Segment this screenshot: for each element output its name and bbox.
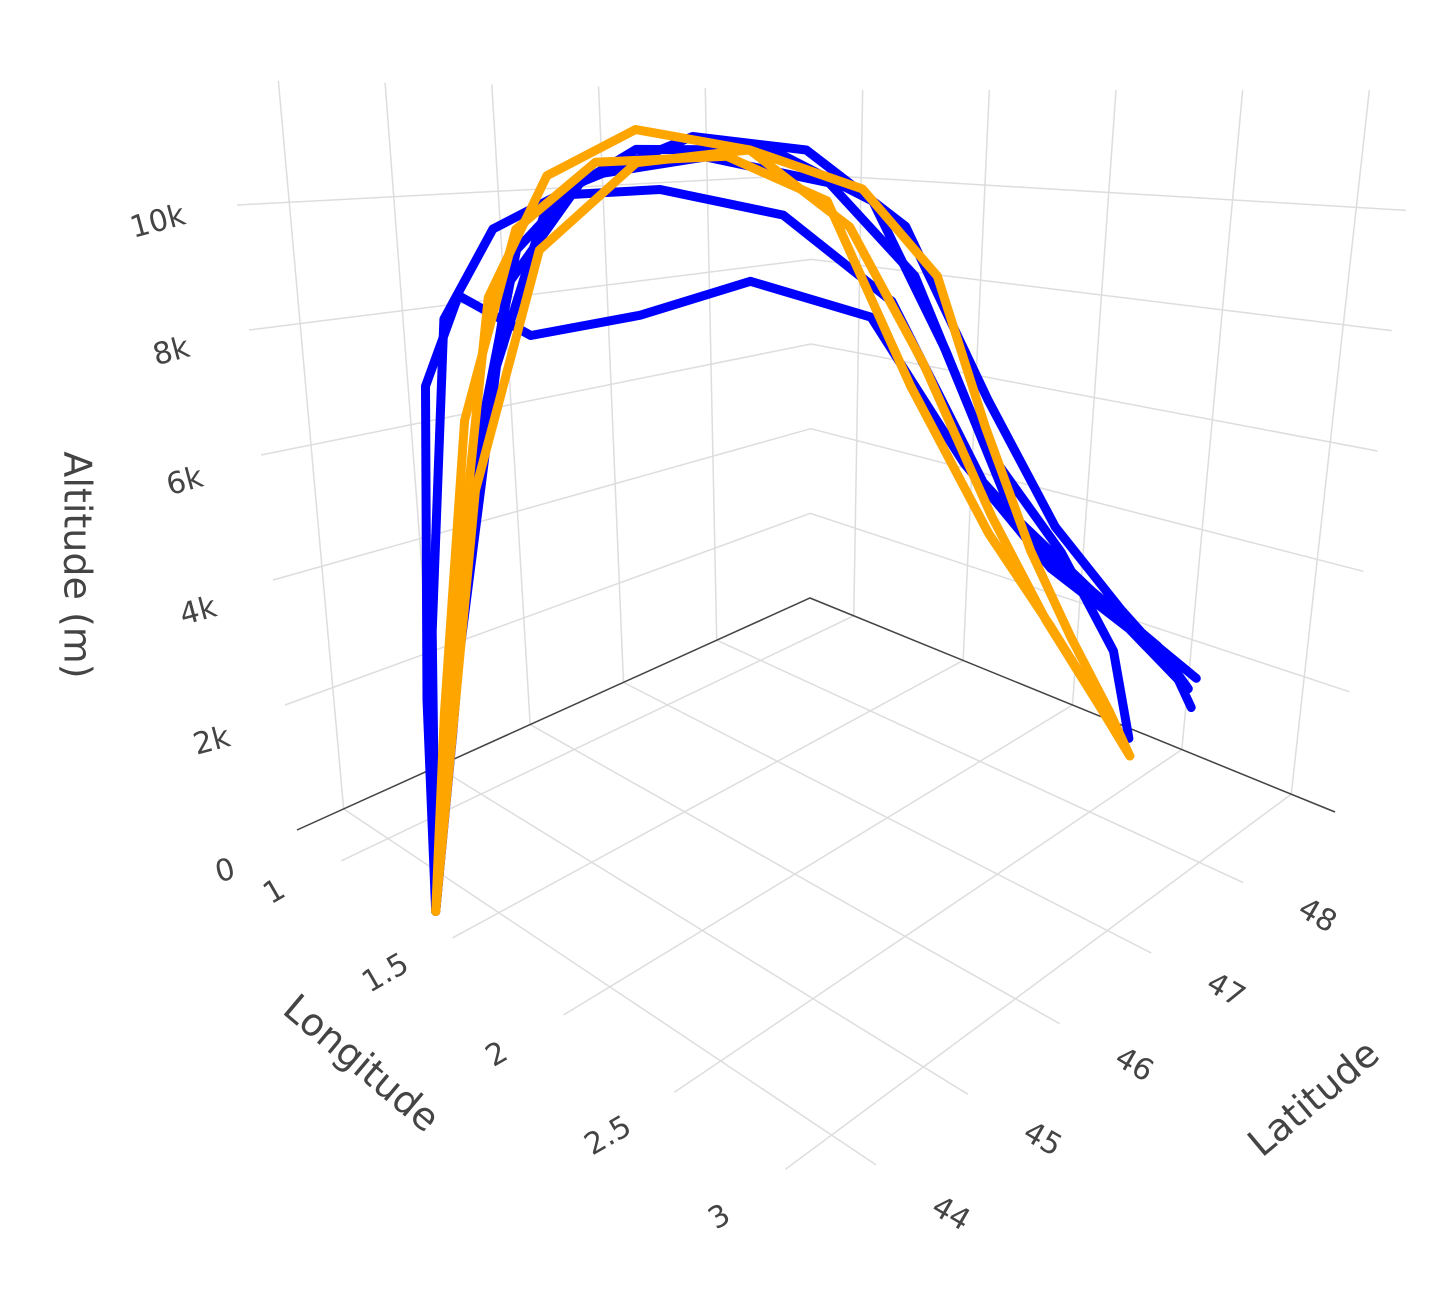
z-tick-label: 6k bbox=[163, 460, 208, 503]
z-tick-label: 8k bbox=[149, 330, 194, 373]
flight-trace bbox=[421, 276, 1189, 916]
y-grid-line bbox=[716, 639, 1244, 884]
z-tick-label: 2k bbox=[190, 719, 235, 762]
y-axis-title: Latitude bbox=[1239, 1031, 1387, 1165]
z-grid-line bbox=[236, 173, 812, 206]
y-grid-line bbox=[436, 766, 969, 1095]
x-axis-title: Longitude bbox=[275, 985, 448, 1140]
x-tick-label: 3 bbox=[702, 1197, 736, 1237]
flight-trace bbox=[431, 144, 1193, 916]
y-tick-label: 47 bbox=[1200, 965, 1251, 1014]
flight-trace bbox=[431, 145, 1135, 916]
y-grid-line bbox=[623, 681, 1152, 954]
z-grid-line bbox=[810, 512, 1350, 693]
y-tick-label: 48 bbox=[1292, 891, 1343, 940]
flight-trace bbox=[431, 151, 1135, 916]
axis-line bbox=[296, 597, 1336, 831]
z-grid-line bbox=[272, 427, 811, 581]
z-grid-line bbox=[810, 427, 1364, 573]
z-tick-label: 0 bbox=[211, 851, 239, 890]
x-tick-label: 1.5 bbox=[356, 946, 415, 1000]
y-tick-label: 45 bbox=[1017, 1114, 1068, 1163]
x-grid-line bbox=[785, 793, 1292, 1170]
z-grid-line bbox=[284, 512, 811, 706]
y-tick-label: 46 bbox=[1109, 1040, 1160, 1089]
x-grid-line bbox=[452, 659, 964, 939]
x-grid-line bbox=[563, 704, 1073, 1016]
z-tick-label: 4k bbox=[176, 589, 221, 632]
y-tick-label: 44 bbox=[926, 1189, 977, 1238]
x-grid-line bbox=[674, 748, 1183, 1093]
traces bbox=[421, 125, 1201, 916]
x-tick-label: 1 bbox=[257, 872, 291, 912]
y-grid-line bbox=[529, 723, 1060, 1025]
z-grid-line bbox=[260, 343, 812, 456]
z-tick-label: 10k bbox=[126, 197, 189, 245]
x-grid-line bbox=[341, 615, 855, 862]
z-grid-line bbox=[810, 343, 1378, 452]
z-grid-line bbox=[811, 173, 1406, 212]
x-tick-label: 2 bbox=[480, 1035, 514, 1075]
z-axis-title: Altitude (m) bbox=[56, 451, 100, 678]
flight-trace bbox=[431, 132, 1196, 916]
x-tick-label: 2.5 bbox=[579, 1109, 638, 1163]
